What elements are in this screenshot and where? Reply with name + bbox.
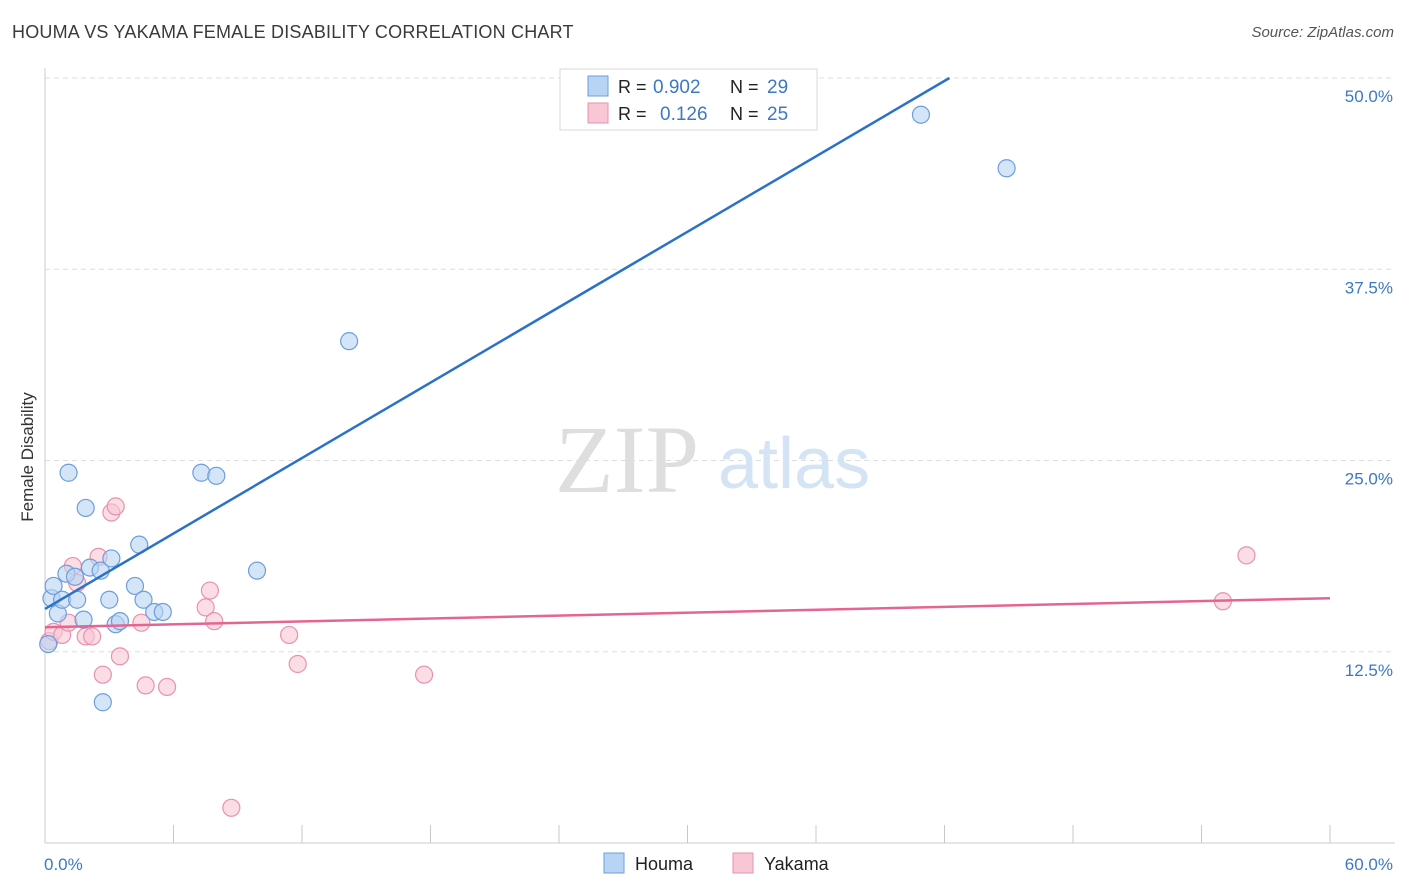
stats-r-value-yakama: 0.126 — [660, 104, 708, 125]
point-houma-8 — [74, 610, 93, 629]
y-tick-labels: 12.5% 25.0% 37.5% 50.0% — [1345, 87, 1393, 680]
series-yakama-points — [40, 497, 1256, 817]
watermark-atlas: atlas — [718, 424, 870, 504]
point-houma-9 — [76, 498, 95, 518]
point-yakama-15 — [157, 677, 177, 697]
stats-legend-swatch-houma — [587, 75, 609, 97]
stats-n-value-houma: 29 — [767, 77, 788, 98]
point-yakama-12 — [110, 647, 130, 666]
y-tick-label-2: 37.5% — [1345, 278, 1393, 297]
point-yakama-18 — [205, 612, 224, 631]
point-houma-27 — [997, 159, 1016, 178]
legend-label-yakama: Yakama — [764, 854, 830, 874]
point-yakama-16 — [196, 598, 215, 617]
legend-label-houma: Houma — [635, 854, 694, 874]
axes — [44, 68, 1395, 844]
point-houma-6 — [65, 567, 85, 586]
point-houma-21 — [153, 602, 172, 622]
point-houma-14 — [102, 549, 121, 568]
y-tick-label-3: 50.0% — [1345, 87, 1393, 106]
stats-n-value-yakama: 25 — [767, 104, 788, 125]
point-yakama-14 — [136, 676, 155, 695]
legend-swatch-yakama — [732, 852, 754, 874]
point-yakama-24 — [1237, 546, 1256, 565]
stats-r-label-houma: R = — [618, 77, 647, 97]
point-yakama-13 — [132, 613, 151, 632]
point-houma-28 — [39, 634, 58, 654]
y-tick-label-1: 25.0% — [1345, 470, 1393, 489]
series-houma-points — [39, 105, 1016, 712]
point-houma-22 — [192, 463, 211, 482]
stats-legend-swatch-yakama — [587, 102, 609, 124]
x-tick-label-min: 0.0% — [44, 855, 83, 874]
stats-n-label-yakama: N = — [730, 104, 759, 124]
stats-legend: R = 0.902 N = 29 R = 0.126 N = 25 — [559, 68, 818, 131]
point-houma-12 — [93, 693, 112, 712]
y-axis-label: Female Disability — [18, 392, 37, 522]
point-yakama-19 — [222, 798, 241, 817]
point-yakama-7 — [83, 627, 102, 646]
watermark: ZIP atlas — [555, 406, 870, 513]
point-yakama-20 — [280, 625, 299, 645]
source-credit: Source: ZipAtlas.com — [1251, 24, 1394, 41]
stats-r-value-houma: 0.902 — [653, 77, 701, 98]
point-houma-1 — [44, 576, 63, 596]
trend-line-yakama — [44, 596, 1331, 629]
point-houma-25 — [340, 332, 359, 351]
point-yakama-11 — [106, 497, 125, 516]
stats-r-label-yakama: R = — [618, 104, 647, 124]
point-yakama-17 — [200, 581, 220, 600]
grid-lines — [45, 77, 1395, 653]
point-houma-13 — [100, 590, 119, 609]
point-yakama-21 — [288, 654, 307, 674]
y-tick-label-0: 12.5% — [1345, 661, 1393, 680]
chart-title: HOUMA VS YAKAMA FEMALE DISABILITY CORREL… — [12, 22, 574, 42]
point-houma-26 — [911, 105, 931, 124]
point-houma-19 — [134, 590, 153, 609]
series-legend: Houma Yakama — [603, 852, 830, 874]
point-yakama-22 — [414, 665, 434, 684]
trend-lines — [44, 76, 1331, 629]
point-yakama-9 — [93, 665, 112, 684]
point-houma-17 — [125, 576, 145, 596]
point-houma-16 — [110, 612, 130, 631]
x-tick-marks — [173, 825, 1331, 843]
point-houma-5 — [59, 463, 78, 482]
watermark-zip: ZIP — [555, 406, 699, 513]
trend-line-houma — [44, 76, 951, 610]
stats-n-label-houma: N = — [730, 77, 759, 97]
point-houma-24 — [247, 561, 267, 580]
point-houma-23 — [207, 466, 226, 485]
x-tick-label-max: 60.0% — [1345, 855, 1393, 874]
legend-swatch-houma — [603, 852, 625, 874]
